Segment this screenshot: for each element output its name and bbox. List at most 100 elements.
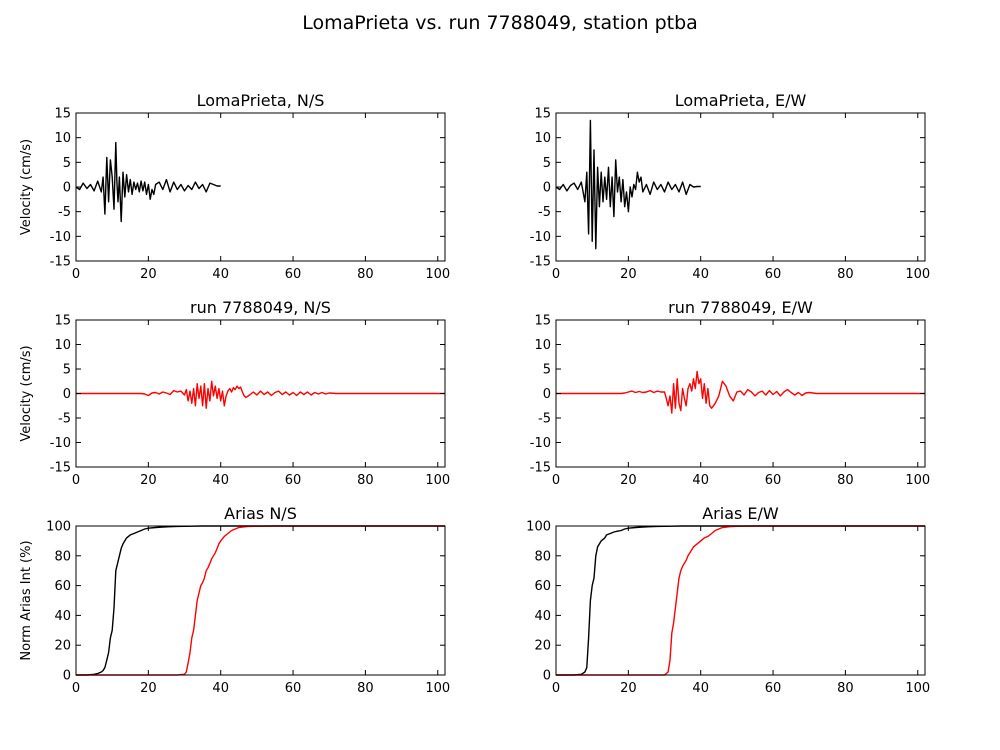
series-line-arias-ew-1: [556, 525, 925, 676]
y-tick-label: 100: [526, 520, 551, 535]
y-tick-label: -5: [58, 205, 71, 220]
x-tick-label: 20: [620, 681, 637, 696]
x-tick-label: 80: [837, 267, 854, 282]
x-tick-label: 0: [72, 473, 80, 488]
figure-title: LomaPrieta vs. run 7788049, station ptba: [302, 12, 698, 34]
x-tick-label: 40: [212, 681, 229, 696]
plot-frame: [75, 525, 446, 676]
x-tick-label: 40: [212, 267, 229, 282]
y-tick-label: 10: [54, 338, 71, 353]
y-tick-label: 5: [543, 156, 551, 171]
plot-frame: [555, 525, 926, 676]
y-axis-label: Norm Arias Int (%): [19, 540, 34, 660]
x-tick-label: 80: [837, 681, 854, 696]
x-tick-label: 20: [620, 267, 637, 282]
x-tick-label: 40: [692, 681, 709, 696]
x-tick-label: 100: [905, 681, 930, 696]
y-tick-label: 10: [54, 131, 71, 146]
x-tick-label: 40: [692, 267, 709, 282]
panel-run-ns: 0 20 40 60 80 100 -15 -10 -5 0 5 10 15 run 7788049, N…: [19, 298, 450, 488]
y-tick-label: 0: [63, 669, 71, 684]
panel-arias-ew: 0 20 40 60 80 100 0 20 40 60 80 100 Arias E/W: [526, 504, 930, 696]
x-tick-label: 100: [425, 267, 450, 282]
y-tick-label: 80: [54, 549, 71, 564]
series-line-loma-ew-0: [555, 119, 701, 250]
y-axis-label: Velocity (cm/s): [19, 345, 34, 441]
x-tick-label: 80: [837, 473, 854, 488]
x-tick-label: 60: [285, 267, 302, 282]
x-tick-label: 20: [140, 267, 157, 282]
panel-title: Arias E/W: [702, 504, 779, 523]
x-tick-label: 80: [357, 473, 374, 488]
y-tick-label: 60: [54, 579, 71, 594]
x-tick-label: 100: [425, 473, 450, 488]
y-tick-label: -5: [538, 412, 551, 427]
x-tick-label: 0: [72, 267, 80, 282]
y-tick-label: 5: [63, 156, 71, 171]
y-tick-label: -15: [530, 461, 551, 476]
y-tick-label: -10: [530, 436, 551, 451]
y-tick-label: 60: [534, 579, 551, 594]
y-tick-label: 15: [534, 314, 551, 329]
x-tick-label: 100: [425, 681, 450, 696]
panel-title: LomaPrieta, E/W: [675, 91, 807, 110]
y-tick-label: 0: [543, 669, 551, 684]
x-tick-label: 20: [620, 473, 637, 488]
series-line-arias-ns-0: [76, 525, 445, 676]
x-tick-label: 0: [552, 681, 560, 696]
y-tick-label: -10: [50, 230, 71, 245]
y-tick-label: 80: [534, 549, 551, 564]
y-tick-label: 10: [534, 338, 551, 353]
x-tick-label: 20: [140, 473, 157, 488]
x-tick-label: 40: [212, 473, 229, 488]
panel-loma-ew: 0 20 40 60 80 100 -15 -10 -5 0 5 10 15 LomaPrieta, E/…: [530, 91, 930, 282]
x-tick-label: 60: [285, 681, 302, 696]
x-tick-label: 0: [552, 473, 560, 488]
panel-title: Arias N/S: [224, 504, 297, 523]
series-line-loma-ns-0: [75, 141, 221, 223]
x-tick-label: 100: [905, 267, 930, 282]
y-tick-label: -5: [58, 412, 71, 427]
y-tick-label: 40: [534, 609, 551, 624]
y-tick-label: -5: [538, 205, 551, 220]
y-tick-label: 0: [63, 181, 71, 196]
panel-arias-ns: 0 20 40 60 80 100 0 20 40 60 80 100 Arias N/S Norm Ar…: [19, 504, 450, 696]
y-tick-label: 5: [543, 363, 551, 378]
y-tick-label: -15: [50, 255, 71, 270]
y-tick-label: 0: [543, 181, 551, 196]
y-tick-label: 5: [63, 363, 71, 378]
x-tick-label: 40: [692, 473, 709, 488]
y-tick-label: 0: [63, 387, 71, 402]
y-tick-label: -15: [50, 461, 71, 476]
y-tick-label: 100: [46, 520, 71, 535]
y-tick-label: 40: [54, 609, 71, 624]
series-line-run-ew-0: [556, 370, 925, 414]
y-tick-label: 0: [543, 387, 551, 402]
y-axis-label: Velocity (cm/s): [19, 139, 34, 235]
y-tick-label: 15: [54, 107, 71, 122]
series-line-run-ns-0: [76, 380, 445, 409]
y-tick-label: -10: [530, 230, 551, 245]
series-line-arias-ns-1: [76, 525, 445, 676]
y-tick-label: 15: [54, 314, 71, 329]
x-tick-label: 60: [765, 473, 782, 488]
x-tick-label: 60: [285, 473, 302, 488]
x-tick-label: 0: [72, 681, 80, 696]
x-tick-label: 80: [357, 267, 374, 282]
y-tick-label: 20: [54, 639, 71, 654]
y-tick-label: 10: [534, 131, 551, 146]
panel-title: LomaPrieta, N/S: [197, 91, 325, 110]
y-tick-label: -10: [50, 436, 71, 451]
x-tick-label: 60: [765, 267, 782, 282]
x-tick-label: 80: [357, 681, 374, 696]
y-tick-label: 20: [534, 639, 551, 654]
panel-run-ew: 0 20 40 60 80 100 -15 -10 -5 0 5 10 15 run 7788049, E…: [530, 298, 930, 488]
panel-loma-ns: 0 20 40 60 80 100 -15 -10 -5 0 5 10 15 LomaPrieta, N/…: [19, 91, 450, 282]
panel-title: run 7788049, N/S: [190, 298, 331, 317]
panel-title: run 7788049, E/W: [668, 298, 813, 317]
y-tick-label: -15: [530, 255, 551, 270]
x-tick-label: 0: [552, 267, 560, 282]
x-tick-label: 20: [140, 681, 157, 696]
series-line-arias-ew-0: [556, 525, 925, 676]
